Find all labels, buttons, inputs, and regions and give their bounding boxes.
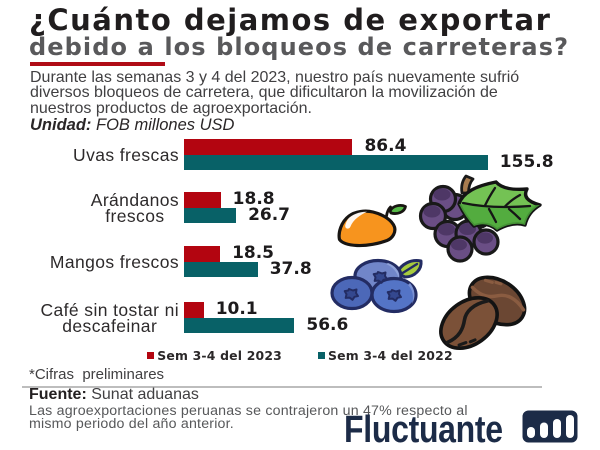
category-label: Café sin tostar ni descafeinar: [40, 299, 179, 336]
source-line: Fuente: Sunat aduanas: [29, 387, 199, 403]
bar-value-label: 18.5: [232, 243, 275, 263]
legend-swatch: [318, 352, 325, 359]
bar-2023: [184, 192, 221, 208]
bar-2022: [184, 261, 258, 277]
bar-2022: [184, 154, 488, 170]
category-label: Mangos frescos: [49, 251, 179, 272]
grapes-icon: [418, 174, 542, 263]
bar-2022: [184, 207, 237, 223]
category-label: Arándanos frescos: [90, 189, 179, 226]
source-text: Sunat aduanas: [86, 386, 199, 403]
unit-value: FOB millones USD: [91, 115, 235, 134]
bar-value-label: 26.7: [248, 204, 291, 225]
bar-2023: [184, 302, 204, 318]
mango-icon: [337, 204, 407, 248]
bar-value-label: 56.6: [306, 314, 349, 335]
bar-value-label: 37.8: [269, 258, 312, 279]
bar-2022: [184, 317, 295, 333]
bottom-note: Las agroexportaciones peruanas se contra…: [29, 402, 468, 432]
legend-item: Sem 3-4 del 2022: [318, 348, 453, 363]
legend-label: Sem 3-4 del 2022: [328, 348, 453, 363]
blueberries-icon: [330, 258, 423, 314]
page-subtitle: debido a los bloqueos de carreteras?: [29, 33, 570, 61]
footnote: *Cifras preliminares: [29, 366, 165, 383]
bar-value-label: 18.8: [232, 189, 275, 209]
bar-chart-logo-icon: [522, 410, 578, 443]
category-label: Uvas frescas: [73, 144, 179, 165]
legend-label: Sem 3-4 del 2023: [157, 348, 282, 363]
bar-value-label: 155.8: [499, 151, 554, 172]
coffee-beans-icon: [439, 275, 527, 350]
unit-line: Unidad: FOB millones USD: [30, 115, 235, 134]
source-label: Fuente:: [29, 386, 87, 403]
legend-item: Sem 3-4 del 2023: [147, 348, 282, 363]
chart-legend: Sem 3-4 del 2023 Sem 3-4 del 2022: [0, 348, 600, 363]
bar-value-label: 86.4: [364, 136, 407, 156]
bar-2023: [184, 246, 221, 262]
legend-swatch: [147, 352, 155, 359]
page-title: ¿Cuánto dejamos de exportar: [29, 3, 552, 37]
footer-divider: [22, 386, 542, 388]
title-underline: [30, 62, 165, 66]
bar-2023: [184, 139, 353, 155]
unit-label: Unidad:: [30, 115, 92, 134]
bar-value-label: 10.1: [215, 299, 258, 319]
brand-name: Fluctuante: [344, 406, 503, 450]
intro-paragraph: Durante las semanas 3 y 4 del 2023, nues…: [30, 68, 520, 117]
